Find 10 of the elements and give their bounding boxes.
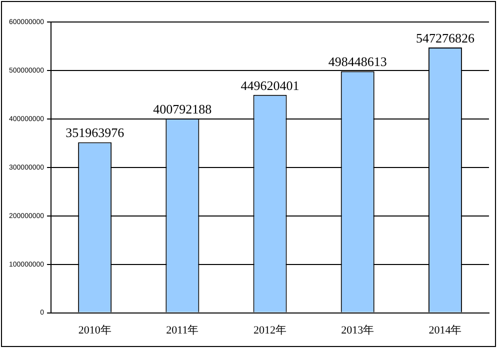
- data-label: 351963976: [66, 125, 125, 140]
- data-label: 400792188: [153, 101, 212, 116]
- x-tick-label: 2014年: [428, 324, 462, 336]
- data-label: 449620401: [240, 78, 300, 93]
- x-tick-label: 2013年: [341, 324, 374, 336]
- x-tick-label: 2010年: [78, 324, 112, 336]
- x-tick-label: 2011年: [166, 324, 199, 336]
- data-label: 547276826: [416, 30, 475, 46]
- data-label: 498448613: [328, 54, 387, 70]
- x-tick-label: 2012年: [254, 324, 287, 336]
